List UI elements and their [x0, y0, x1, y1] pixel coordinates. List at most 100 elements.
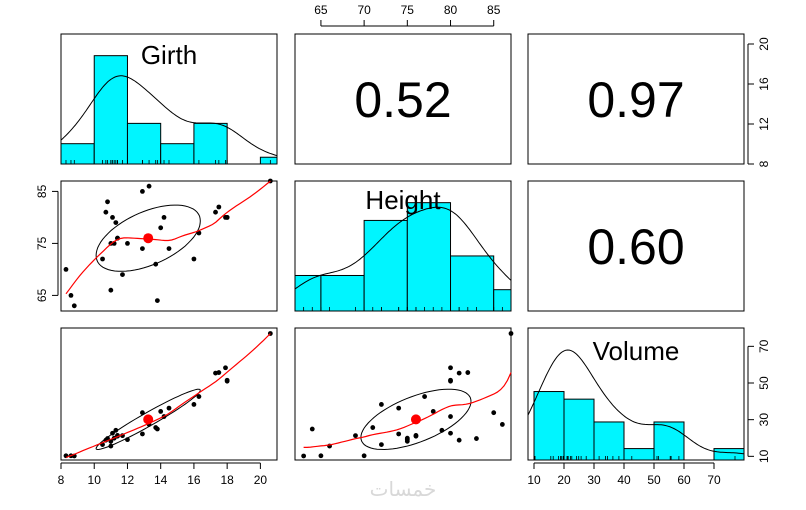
correlation-value-girth-height: 0.52	[354, 72, 451, 128]
height-x-tick-label: 75	[401, 3, 415, 17]
height-vs-volume-point	[456, 437, 462, 443]
girth-vs-height-point	[125, 241, 130, 246]
girth-x-tick-label: 14	[154, 473, 168, 487]
height-vs-volume-point	[396, 405, 402, 411]
volume-x-tick-label: 70	[707, 473, 721, 487]
height-vs-volume-point	[456, 370, 462, 376]
height-vs-volume-point	[422, 394, 427, 399]
girth-vs-height-point	[146, 183, 152, 189]
girth-vs-height-point	[166, 246, 172, 252]
girth-vs-volume-ellipse	[95, 388, 201, 451]
height-vs-volume-point	[474, 436, 479, 441]
girth-vs-height-point	[154, 298, 160, 303]
height-hist-bar	[320, 274, 365, 312]
height-vs-volume-point	[309, 426, 315, 432]
girth-x-tick-label: 8	[58, 473, 65, 487]
girth-hist-bar	[259, 156, 278, 165]
girth-vs-height-point	[100, 256, 105, 262]
height-vs-volume-point	[318, 453, 324, 459]
height-hist-bar	[450, 255, 495, 312]
girth-vs-height-point	[120, 272, 125, 277]
height-density-line	[294, 206, 512, 290]
girth-hist-bar	[160, 143, 195, 165]
height-y-tick-label: 75	[35, 236, 49, 250]
girth-hist-bar	[93, 55, 128, 165]
girth-vs-volume-point	[154, 426, 160, 432]
girth-vs-height-point	[158, 225, 164, 231]
girth-hist-bar	[193, 122, 228, 165]
girth-vs-volume-smoother	[65, 333, 271, 459]
girth-x-tick-label: 16	[187, 473, 201, 487]
girth-vs-volume-point	[216, 370, 222, 375]
girth-vs-height-point	[140, 189, 145, 194]
girth-vs-volume-point	[158, 409, 164, 414]
height-vs-volume-point	[499, 422, 505, 427]
girth-vs-height-point	[213, 209, 218, 215]
correlation-value-height-volume: 0.60	[587, 219, 684, 275]
girth-vs-height-ellipse	[95, 204, 201, 272]
girth-x-tick-label: 12	[121, 473, 135, 487]
girth-vs-volume-point	[224, 378, 230, 384]
girth-x-tick-label: 20	[254, 473, 268, 487]
volume-x-tick-label: 50	[647, 473, 661, 487]
height-vs-volume-point	[301, 453, 307, 459]
height-vs-volume-point	[448, 378, 453, 384]
girth-vs-height-point	[140, 246, 145, 252]
girth-hist-bar	[126, 122, 162, 165]
girth-vs-height-smoother	[65, 180, 271, 295]
girth-vs-height-point	[191, 256, 197, 262]
height-vs-volume-point	[353, 433, 358, 439]
volume-hist-bar	[563, 398, 595, 461]
volume-hist-bar	[533, 391, 565, 461]
volume-x-tick-label: 60	[677, 473, 691, 487]
girth-label: Girth	[141, 40, 197, 70]
height-hist-bar	[294, 274, 322, 312]
height-vs-volume-point	[396, 431, 402, 437]
height-y-tick-label: 65	[35, 288, 49, 302]
height-x-tick-label: 85	[487, 3, 501, 17]
volume-hist-bar	[593, 421, 625, 461]
height-vs-volume-mean-point	[410, 414, 421, 425]
volume-hist-bar	[623, 448, 655, 461]
height-vs-volume-point	[379, 402, 384, 407]
girth-vs-volume-point	[223, 365, 228, 371]
height-hist-bar	[406, 202, 452, 312]
height-x-tick-label: 80	[444, 3, 458, 17]
volume-x-tick-label: 20	[557, 473, 571, 487]
height-vs-volume-smoother	[303, 372, 512, 448]
height-hist-bar	[363, 219, 408, 312]
girth-vs-height-point	[108, 287, 114, 293]
girth-vs-volume-point	[196, 394, 202, 399]
height-vs-volume-point	[491, 410, 497, 416]
volume-hist-bar	[653, 421, 685, 461]
volume-hist-bar	[713, 448, 745, 461]
girth-y-tick-label: 20	[757, 37, 771, 51]
girth-vs-height-point	[113, 220, 119, 226]
volume-x-tick-label: 30	[587, 473, 601, 487]
girth-vs-height-point	[71, 303, 77, 309]
height-vs-volume-point	[465, 370, 471, 375]
girth-vs-volume-point	[113, 427, 119, 433]
height-vs-volume-point	[361, 453, 367, 459]
girth-x-tick-label: 18	[220, 473, 234, 487]
volume-y-tick-label: 30	[757, 413, 771, 427]
panel-scatter-girth-vs-volume	[60, 327, 278, 461]
volume-x-tick-label: 40	[617, 473, 631, 487]
girth-vs-volume-point	[191, 402, 197, 407]
panel-correlation-1-2	[527, 180, 745, 312]
girth-vs-height-point	[63, 267, 69, 272]
girth-vs-height-point	[105, 199, 110, 205]
panel-scatter-girth-vs-height	[60, 180, 278, 312]
height-vs-volume-point	[508, 331, 514, 336]
height-vs-volume-point	[404, 437, 410, 443]
volume-y-tick-label: 70	[757, 339, 771, 353]
girth-vs-volume-point	[140, 431, 145, 437]
volume-y-tick-label: 10	[757, 449, 771, 463]
girth-vs-height-point	[224, 215, 230, 220]
height-x-tick-label: 70	[357, 3, 371, 17]
panel-correlation-0-2	[527, 33, 745, 165]
girth-vs-height-point	[68, 293, 74, 298]
girth-vs-height-point	[110, 215, 115, 220]
